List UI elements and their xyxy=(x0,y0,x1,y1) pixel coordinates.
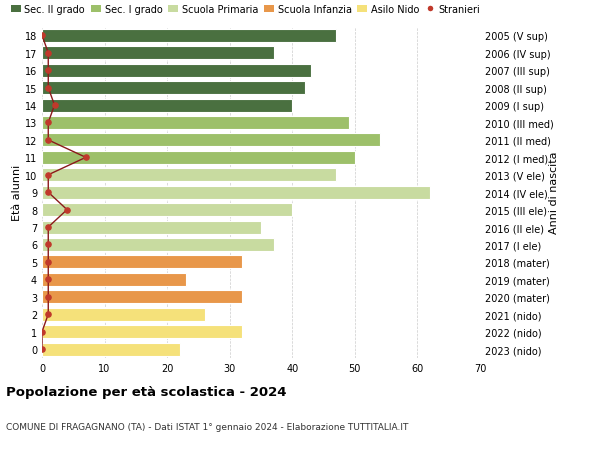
Y-axis label: Anni di nascita: Anni di nascita xyxy=(549,151,559,234)
Bar xyxy=(42,343,179,356)
Bar xyxy=(42,204,292,217)
Point xyxy=(43,85,53,92)
Bar xyxy=(42,117,349,130)
Bar xyxy=(42,238,274,252)
Point xyxy=(43,311,53,318)
Text: Popolazione per età scolastica - 2024: Popolazione per età scolastica - 2024 xyxy=(6,386,287,398)
Point xyxy=(43,50,53,57)
Bar xyxy=(42,30,336,43)
Point xyxy=(43,137,53,144)
Point xyxy=(43,241,53,249)
Bar xyxy=(42,325,242,338)
Bar xyxy=(42,99,292,112)
Point xyxy=(43,293,53,301)
Bar xyxy=(42,221,261,234)
Point xyxy=(37,328,47,336)
Bar xyxy=(42,169,336,182)
Bar xyxy=(42,256,242,269)
Point xyxy=(43,224,53,231)
Point xyxy=(50,102,59,110)
Bar xyxy=(42,291,242,304)
Bar xyxy=(42,134,380,147)
Bar xyxy=(42,186,430,199)
Legend: Sec. II grado, Sec. I grado, Scuola Primaria, Scuola Infanzia, Asilo Nido, Stran: Sec. II grado, Sec. I grado, Scuola Prim… xyxy=(11,5,481,15)
Point xyxy=(37,346,47,353)
Point xyxy=(43,189,53,196)
Point xyxy=(43,67,53,75)
Text: COMUNE DI FRAGAGNANO (TA) - Dati ISTAT 1° gennaio 2024 - Elaborazione TUTTITALIA: COMUNE DI FRAGAGNANO (TA) - Dati ISTAT 1… xyxy=(6,422,409,431)
Point xyxy=(62,207,72,214)
Bar xyxy=(42,65,311,78)
Bar xyxy=(42,308,205,321)
Bar xyxy=(42,273,186,286)
Point xyxy=(43,259,53,266)
Point xyxy=(37,33,47,40)
Bar xyxy=(42,82,305,95)
Point xyxy=(43,172,53,179)
Point xyxy=(43,119,53,127)
Bar xyxy=(42,47,274,60)
Y-axis label: Età alunni: Età alunni xyxy=(12,165,22,221)
Point xyxy=(43,276,53,283)
Bar xyxy=(42,151,355,164)
Point xyxy=(81,154,91,162)
